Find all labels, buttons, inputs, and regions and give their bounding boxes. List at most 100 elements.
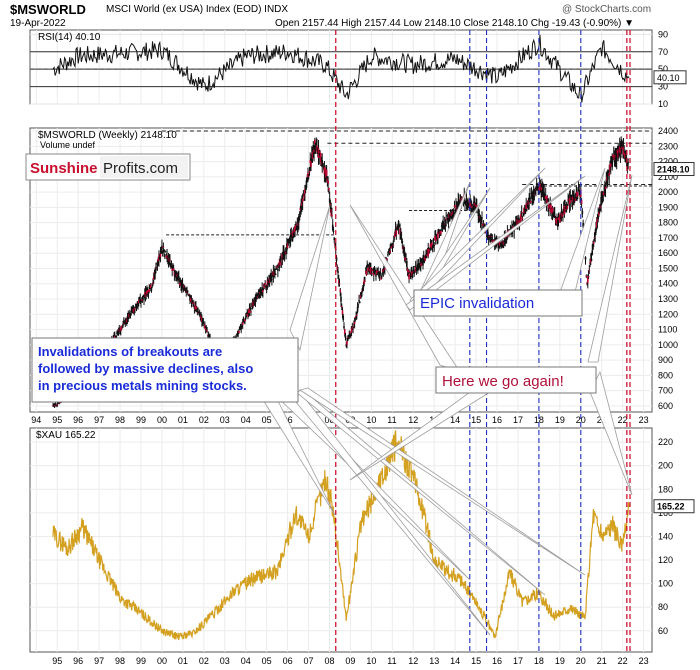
price-candle-body [523,208,525,213]
price-candle-body [441,222,444,228]
price-candle-body [349,332,351,334]
price-candle-body [445,218,447,220]
price-candle-body [409,275,412,277]
price-candle-body [179,282,182,285]
xau-panel [29,427,653,653]
chart-description: MSCI World (ex USA) Index (EOD) INDX [106,4,289,15]
price-candle-body [328,198,331,203]
xau-last-value: 165.22 [657,502,685,512]
price-candle-body [170,263,173,268]
price-candle-body [341,310,344,315]
price-candle-body [297,223,299,226]
price-x-tick-label: 16 [492,415,502,425]
price-x-tick-label: 18 [534,415,544,425]
price-candle-body [333,238,336,241]
price-candle-body [367,268,369,271]
xau-tick-label: 120 [658,555,673,565]
price-candle-body [420,262,423,266]
xau-series-line [52,430,630,641]
xau-x-tick-label: 99 [136,656,146,666]
xau-x-tick-label: 97 [94,656,104,666]
price-candle-body [607,172,610,174]
price-candle-body [406,260,408,267]
price-candle-body [536,185,539,187]
price-candle-body [275,268,278,270]
price-candle-body [446,215,448,217]
price-candle-body [391,243,394,246]
price-candle-body [419,263,421,268]
price-candle-body [267,282,269,285]
price-candle-body [434,236,437,242]
price-candle-body [443,223,446,225]
price-candle-body [303,194,305,199]
price-candle-body [379,271,382,275]
price-x-tick-label: 98 [115,415,125,425]
price-candle-body [474,204,477,210]
price-candle-body [577,192,579,196]
price-candle-body [587,276,589,283]
price-candle-body [117,329,120,335]
price-candle-body [137,300,140,303]
price-candle-body [401,240,404,244]
price-candle-body [451,215,454,217]
price-candle-body [499,243,502,245]
price-candle-body [514,221,517,227]
price-candle-body [151,283,154,285]
xau-title: $XAU 165.22 [36,430,96,441]
price-candle-body [400,234,402,236]
price-x-tick-label: 01 [178,415,188,425]
price-candle-body [172,268,175,271]
price-candle-body [608,173,611,176]
price-candle-body [325,169,328,176]
price-candle-body [339,289,342,293]
price-candle-body [358,300,360,302]
price-candle-body [147,293,150,295]
price-candle-body [454,212,457,214]
price-candle-body [389,250,392,253]
price-candle-body [262,290,264,293]
price-candle-body [541,187,543,191]
price-candle-body [501,241,503,247]
price-candle-body [318,155,321,158]
price-candle-body [431,242,433,249]
xau-x-tick-label: 00 [157,656,167,666]
price-candle-body [238,330,240,333]
price-candle-body [263,285,266,289]
price-x-tick-label: 95 [52,415,62,425]
price-candle-body [125,322,127,324]
price-x-tick-label: 00 [157,415,167,425]
brand-profits: Profits.com [103,160,178,177]
price-candle-body [559,219,562,221]
price-candle-body [502,242,505,245]
price-x-tick-label: 11 [387,415,396,425]
price-candle-body [364,280,366,282]
price-candle-body [408,273,410,280]
price-candle-body [299,208,302,211]
price-candle-body [301,202,303,206]
price-candle-body [360,294,363,296]
price-candle-body [374,269,377,271]
rsi-series-line [52,34,630,103]
price-candle-body [518,219,521,225]
callout-pointer [295,389,546,596]
price-candle-body [524,207,527,214]
price-candle-body [591,250,594,255]
price-candle-body [378,273,381,276]
price-x-tick-label: 02 [199,415,209,425]
xau-x-tick-label: 04 [241,656,251,666]
price-candle-body [544,197,546,202]
price-candle-body [532,196,534,201]
price-candle-body [300,203,302,209]
price-candle-body [365,270,368,276]
price-candle-body [139,299,142,303]
price-candle-body [240,327,243,330]
xau-x-tick-label: 11 [387,656,396,666]
price-candle-body [447,216,450,223]
price-candle-body [323,166,326,175]
price-candle-body [466,201,469,204]
price-candle-body [249,307,251,309]
price-candle-body [405,258,407,260]
volume-label: Volume undef [40,140,96,150]
price-candle-body [174,270,176,277]
price-candle-body [386,258,388,260]
